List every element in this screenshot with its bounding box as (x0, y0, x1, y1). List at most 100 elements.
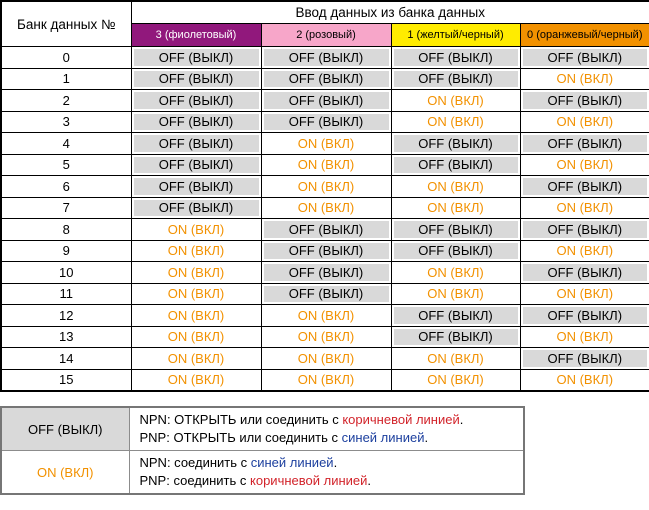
table-row: 1 OFF (ВЫКЛ) OFF (ВЫКЛ) OFF (ВЫКЛ) ON (В… (0, 67, 649, 90)
bank-number-cell: 12 (0, 304, 132, 327)
state-cell-bit1: ON (ВКЛ) (390, 196, 521, 219)
state-cell-bit3: ON (ВКЛ) (130, 347, 262, 370)
bank-number-cell: 0 (0, 46, 132, 69)
table-row: 3 OFF (ВЫКЛ) OFF (ВЫКЛ) ON (ВКЛ) ON (ВКЛ… (0, 110, 649, 133)
state-cell-bit0: OFF (ВЫКЛ) (519, 261, 649, 284)
state-cell-bit0: ON (ВКЛ) (519, 325, 649, 348)
state-cell-bit2: ON (ВКЛ) (260, 368, 392, 392)
legend-text-suffix: . (367, 473, 372, 488)
state-cell-bit2: OFF (ВЫКЛ) (260, 46, 392, 69)
column-header-bit2-pink: 2 (розовый) (260, 23, 392, 47)
state-cell-bit1: OFF (ВЫКЛ) (390, 132, 521, 155)
state-cell-bit3: ON (ВКЛ) (130, 218, 262, 241)
state-cell-bit2: OFF (ВЫКЛ) (260, 89, 392, 112)
legend-line-pnp: PNP: соединить с коричневой линией. (140, 472, 514, 490)
legend-key-on: ON (ВКЛ) (0, 450, 130, 495)
bank-number-cell: 13 (0, 325, 132, 348)
bank-number-cell: 10 (0, 261, 132, 284)
state-cell-bit0: OFF (ВЫКЛ) (519, 46, 649, 69)
state-cell-bit0: OFF (ВЫКЛ) (519, 89, 649, 112)
legend-text-suffix: . (459, 412, 464, 427)
state-cell-bit0: ON (ВКЛ) (519, 110, 649, 133)
state-cell-bit2: ON (ВКЛ) (260, 325, 392, 348)
state-cell-bit1: ON (ВКЛ) (390, 282, 521, 305)
state-cell-bit3: OFF (ВЫКЛ) (130, 132, 262, 155)
state-cell-bit2: OFF (ВЫКЛ) (260, 239, 392, 262)
state-cell-bit2: ON (ВКЛ) (260, 132, 392, 155)
legend-text: NPN: ОТКРЫТЬ или соединить с (139, 412, 343, 427)
wire-color-text: синей линией (250, 455, 334, 470)
table-row: 4 OFF (ВЫКЛ) ON (ВКЛ) OFF (ВЫКЛ) OFF (ВЫ… (0, 132, 649, 155)
state-cell-bit3: ON (ВКЛ) (130, 368, 262, 392)
state-cell-bit3: ON (ВКЛ) (130, 261, 262, 284)
state-cell-bit2: OFF (ВЫКЛ) (260, 261, 392, 284)
legend-line-npn: NPN: ОТКРЫТЬ или соединить с коричневой … (140, 411, 514, 429)
wire-color-text: синей линией (341, 430, 425, 445)
bank-number-cell: 3 (0, 110, 132, 133)
table-row: 6 OFF (ВЫКЛ) ON (ВКЛ) ON (ВКЛ) OFF (ВЫКЛ… (0, 175, 649, 198)
legend-key-off: OFF (ВЫКЛ) (0, 406, 130, 451)
state-cell-bit2: ON (ВКЛ) (260, 196, 392, 219)
state-cell-bit2: ON (ВКЛ) (260, 304, 392, 327)
column-header-bit1-yellow: 1 (желтый/черный) (390, 23, 521, 47)
legend-text: PNP: ОТКРЫТЬ или соединить с (139, 430, 342, 445)
state-cell-bit3: OFF (ВЫКЛ) (130, 89, 262, 112)
bank-number-cell: 8 (0, 218, 132, 241)
state-cell-bit0: ON (ВКЛ) (519, 196, 649, 219)
state-cell-bit1: ON (ВКЛ) (390, 368, 521, 392)
state-cell-bit3: ON (ВКЛ) (130, 304, 262, 327)
state-cell-bit0: ON (ВКЛ) (519, 239, 649, 262)
column-header-bit0-orange: 0 (оранжевый/черный) (519, 23, 649, 47)
state-cell-bit3: OFF (ВЫКЛ) (130, 175, 262, 198)
state-cell-bit1: OFF (ВЫКЛ) (390, 46, 521, 69)
legend-text-suffix: . (424, 430, 429, 445)
bank-number-cell: 11 (0, 282, 132, 305)
bank-number-cell: 9 (0, 239, 132, 262)
page: Банк данных № Ввод данных из банка данны… (0, 0, 649, 495)
state-cell-bit1: ON (ВКЛ) (390, 175, 521, 198)
state-cell-bit0: OFF (ВЫКЛ) (519, 304, 649, 327)
state-cell-bit1: OFF (ВЫКЛ) (390, 218, 521, 241)
legend-row-on: ON (ВКЛ) NPN: соединить с синей линией. … (0, 450, 525, 495)
state-cell-bit2: ON (ВКЛ) (260, 153, 392, 176)
table-row: 0 OFF (ВЫКЛ) OFF (ВЫКЛ) OFF (ВЫКЛ) OFF (… (0, 46, 649, 69)
state-cell-bit1: OFF (ВЫКЛ) (390, 153, 521, 176)
table-row: 5 OFF (ВЫКЛ) ON (ВКЛ) OFF (ВЫКЛ) ON (ВКЛ… (0, 153, 649, 176)
legend-table: OFF (ВЫКЛ) NPN: ОТКРЫТЬ или соединить с … (0, 406, 525, 495)
state-cell-bit1: ON (ВКЛ) (390, 347, 521, 370)
state-cell-bit2: OFF (ВЫКЛ) (260, 110, 392, 133)
bank-number-cell: 2 (0, 89, 132, 112)
bank-number-header: Банк данных № (0, 0, 132, 47)
state-cell-bit0: OFF (ВЫКЛ) (519, 347, 649, 370)
state-cell-bit1: ON (ВКЛ) (390, 110, 521, 133)
table-row: 2 OFF (ВЫКЛ) OFF (ВЫКЛ) ON (ВКЛ) OFF (ВЫ… (0, 89, 649, 112)
legend-row-off: OFF (ВЫКЛ) NPN: ОТКРЫТЬ или соединить с … (0, 406, 525, 451)
table-body: 0 OFF (ВЫКЛ) OFF (ВЫКЛ) OFF (ВЫКЛ) OFF (… (0, 46, 649, 392)
legend-text: NPN: соединить с (139, 455, 251, 470)
state-cell-bit3: OFF (ВЫКЛ) (130, 196, 262, 219)
table-row: 15 ON (ВКЛ) ON (ВКЛ) ON (ВКЛ) ON (ВКЛ) (0, 368, 649, 392)
state-cell-bit3: OFF (ВЫКЛ) (130, 67, 262, 90)
state-cell-bit0: OFF (ВЫКЛ) (519, 132, 649, 155)
state-cell-bit2: OFF (ВЫКЛ) (260, 67, 392, 90)
table-row: 14 ON (ВКЛ) ON (ВКЛ) ON (ВКЛ) OFF (ВЫКЛ) (0, 347, 649, 370)
legend-text: PNP: соединить с (139, 473, 251, 488)
state-cell-bit3: ON (ВКЛ) (130, 325, 262, 348)
wire-color-text: коричневой линией (250, 473, 368, 488)
state-cell-bit1: OFF (ВЫКЛ) (390, 325, 521, 348)
bank-number-cell: 4 (0, 132, 132, 155)
bank-number-cell: 6 (0, 175, 132, 198)
state-cell-bit2: OFF (ВЫКЛ) (260, 218, 392, 241)
state-cell-bit0: OFF (ВЫКЛ) (519, 175, 649, 198)
table-row: 11 ON (ВКЛ) OFF (ВЫКЛ) ON (ВКЛ) ON (ВКЛ) (0, 282, 649, 305)
state-cell-bit1: ON (ВКЛ) (390, 89, 521, 112)
table-row: 8 ON (ВКЛ) OFF (ВЫКЛ) OFF (ВЫКЛ) OFF (ВЫ… (0, 218, 649, 241)
state-cell-bit0: ON (ВКЛ) (519, 67, 649, 90)
legend-line-pnp: PNP: ОТКРЫТЬ или соединить с синей линие… (140, 429, 514, 447)
state-cell-bit3: OFF (ВЫКЛ) (130, 110, 262, 133)
table-row: 13 ON (ВКЛ) ON (ВКЛ) OFF (ВЫКЛ) ON (ВКЛ) (0, 325, 649, 348)
state-cell-bit0: OFF (ВЫКЛ) (519, 218, 649, 241)
state-cell-bit2: OFF (ВЫКЛ) (260, 282, 392, 305)
state-cell-bit0: ON (ВКЛ) (519, 368, 649, 392)
state-cell-bit1: ON (ВКЛ) (390, 261, 521, 284)
